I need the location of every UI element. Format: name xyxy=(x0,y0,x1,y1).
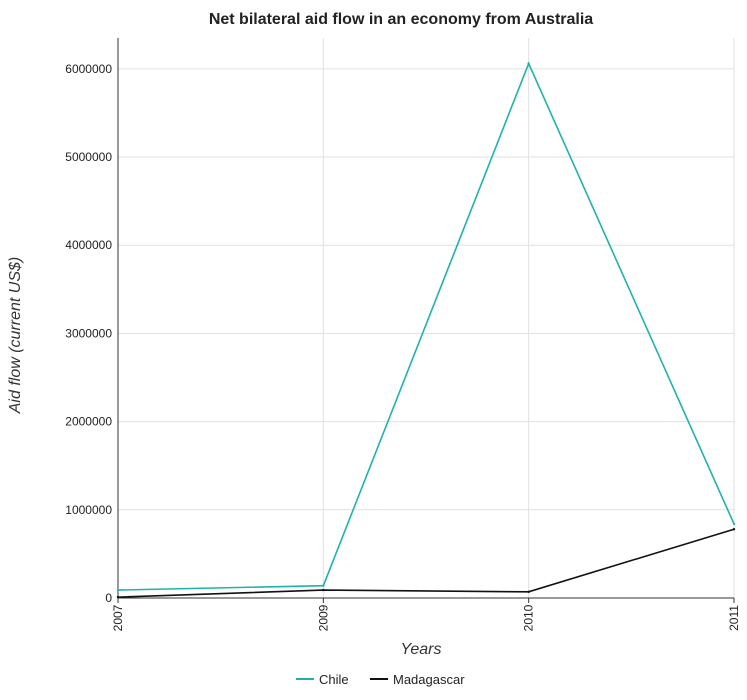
y-tick-label: 2000000 xyxy=(65,415,112,429)
data-point-chile xyxy=(322,584,325,587)
series-line-chile xyxy=(117,61,735,591)
y-tick-label: 5000000 xyxy=(65,150,112,164)
legend-label-madagascar: Madagascar xyxy=(393,672,465,687)
y-axis-label: Aid flow (current US$) xyxy=(7,257,24,415)
y-tick-label: 0 xyxy=(105,591,112,605)
y-tick-label: 3000000 xyxy=(65,326,112,340)
series-lines xyxy=(116,61,736,599)
data-point-madagascar xyxy=(322,588,325,592)
data-point-madagascar xyxy=(527,590,530,594)
x-tick-label: 2010 xyxy=(522,604,536,631)
x-axis-label: Years xyxy=(401,641,442,658)
legend-label-chile: Chile xyxy=(319,672,349,687)
x-tick-label: 2009 xyxy=(316,604,330,631)
data-point-madagascar xyxy=(732,528,736,531)
y-tick-label: 4000000 xyxy=(65,238,112,252)
data-point-chile xyxy=(732,522,736,526)
data-point-chile xyxy=(527,62,530,65)
y-tick-label: 1000000 xyxy=(65,503,112,517)
tick-labels: 0 1000000 2000000 3000000 4000000 5000000 6000… xyxy=(65,62,741,631)
x-tick-label: 2007 xyxy=(111,604,125,631)
legend: Chile Madagascar xyxy=(296,672,465,687)
series-line-madagascar xyxy=(117,528,735,598)
axes xyxy=(117,38,735,603)
grid xyxy=(117,38,735,599)
x-tick-label: 2011 xyxy=(727,605,741,631)
y-tick-label: 6000000 xyxy=(65,62,112,76)
data-point-madagascar xyxy=(116,595,120,599)
chart-title: Net bilateral aid flow in an economy fro… xyxy=(209,11,593,28)
data-point-chile xyxy=(116,588,120,592)
